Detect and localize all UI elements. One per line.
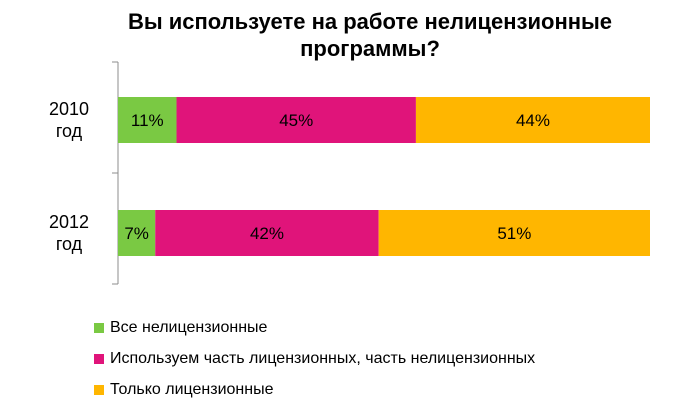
legend-item-all-unlicensed: Все нелицензионные (94, 312, 535, 343)
legend-item-licensed-only: Только лицензионные (94, 374, 535, 405)
legend-swatch-magenta (94, 353, 104, 364)
legend-label: Все нелицензионные (110, 318, 268, 336)
bar-segment (118, 210, 156, 256)
chart-legend: Все нелицензионные Используем часть лице… (94, 312, 535, 405)
legend-label: Только лицензионные (110, 380, 274, 398)
data-label: 42% (250, 224, 284, 243)
category-label-2012: 2012 год (48, 212, 90, 254)
bar-segment (155, 210, 379, 256)
legend-swatch-orange (94, 384, 104, 395)
data-label: 51% (497, 224, 531, 243)
bar-segment (378, 210, 650, 256)
legend-item-mixed: Используем часть лицензионных, часть нел… (94, 343, 535, 374)
legend-label: Используем часть лицензионных, часть нел… (110, 349, 536, 367)
category-label-2010: 2010 год (48, 99, 90, 141)
legend-swatch-green (94, 322, 104, 333)
data-label: 7% (124, 224, 149, 243)
bar-segment (118, 97, 177, 143)
data-label: 11% (131, 111, 164, 130)
chart-title: Вы используете на работе нелицензионные … (127, 9, 613, 61)
data-label: 45% (279, 111, 313, 130)
data-label: 44% (516, 111, 550, 130)
bar-segment (176, 97, 416, 143)
bar-segment (415, 97, 650, 143)
